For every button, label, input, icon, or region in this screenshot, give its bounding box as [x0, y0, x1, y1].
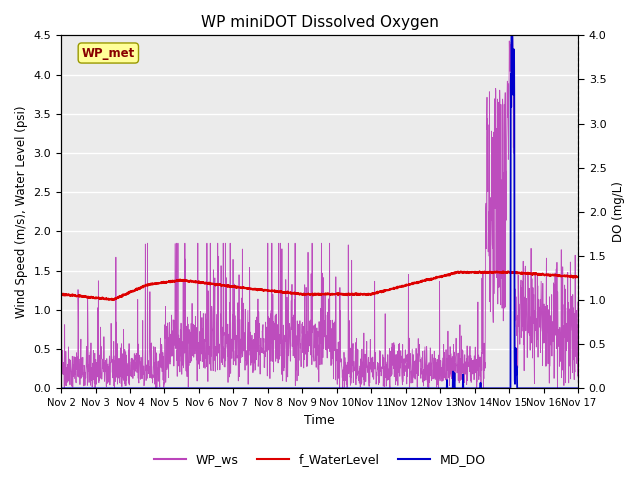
Legend: WP_ws, f_WaterLevel, MD_DO: WP_ws, f_WaterLevel, MD_DO — [149, 448, 491, 471]
Y-axis label: Wind Speed (m/s), Water Level (psi): Wind Speed (m/s), Water Level (psi) — [15, 106, 28, 318]
Y-axis label: DO (mg/L): DO (mg/L) — [612, 181, 625, 242]
Title: WP miniDOT Dissolved Oxygen: WP miniDOT Dissolved Oxygen — [201, 15, 438, 30]
Text: WP_met: WP_met — [82, 47, 135, 60]
X-axis label: Time: Time — [304, 414, 335, 427]
